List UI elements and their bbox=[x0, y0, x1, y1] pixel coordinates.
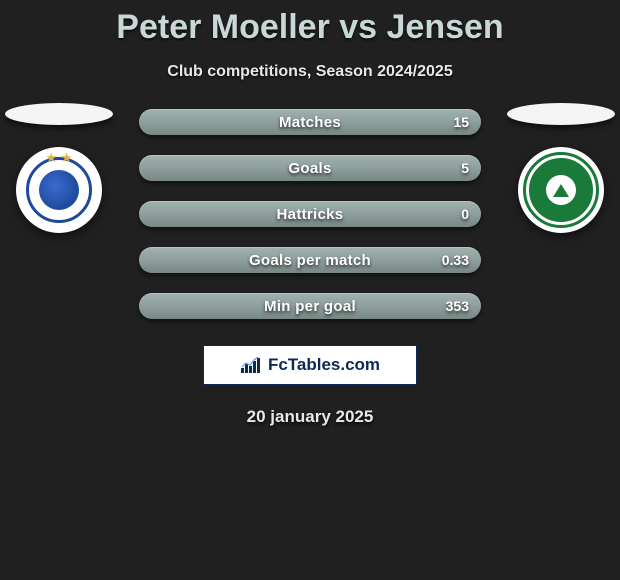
team-left-column: ★ ★ bbox=[4, 103, 114, 233]
stat-value: 353 bbox=[446, 298, 469, 314]
stat-value: 0.33 bbox=[442, 252, 469, 268]
team-right-crest bbox=[518, 147, 604, 233]
player-name-pill-left bbox=[5, 103, 113, 125]
viborg-crest-icon bbox=[526, 155, 596, 225]
branding-box: FcTables.com bbox=[203, 345, 417, 385]
stat-row-hattricks: Hattricks 0 bbox=[139, 201, 481, 227]
triangle-icon bbox=[553, 184, 569, 197]
stat-value: 5 bbox=[461, 160, 469, 176]
page-title: Peter Moeller vs Jensen bbox=[0, 0, 620, 47]
stat-label: Hattricks bbox=[277, 206, 344, 223]
player-name-pill-right bbox=[507, 103, 615, 125]
stat-row-goals-per-match: Goals per match 0.33 bbox=[139, 247, 481, 273]
page-subtitle: Club competitions, Season 2024/2025 bbox=[0, 63, 620, 81]
stats-list: Matches 15 Goals 5 Hattricks 0 Goals per… bbox=[139, 109, 481, 319]
branding-text: FcTables.com bbox=[268, 355, 380, 375]
stat-value: 15 bbox=[453, 114, 469, 130]
fck-crest-icon: ★ ★ bbox=[26, 157, 92, 223]
stat-value: 0 bbox=[461, 206, 469, 222]
date-label: 20 january 2025 bbox=[0, 407, 620, 427]
star-icon: ★ ★ bbox=[46, 150, 73, 166]
stat-label: Matches bbox=[279, 114, 341, 131]
stat-row-min-per-goal: Min per goal 353 bbox=[139, 293, 481, 319]
stat-label: Goals bbox=[288, 160, 331, 177]
bar-chart-icon bbox=[240, 356, 262, 374]
team-left-crest: ★ ★ bbox=[16, 147, 102, 233]
stat-row-matches: Matches 15 bbox=[139, 109, 481, 135]
stat-label: Goals per match bbox=[249, 252, 371, 269]
stat-label: Min per goal bbox=[264, 298, 356, 315]
stat-row-goals: Goals 5 bbox=[139, 155, 481, 181]
team-right-column bbox=[506, 103, 616, 233]
lion-icon bbox=[39, 170, 79, 210]
comparison-area: ★ ★ Matches 15 Goals 5 Hattricks 0 Goals bbox=[0, 109, 620, 427]
